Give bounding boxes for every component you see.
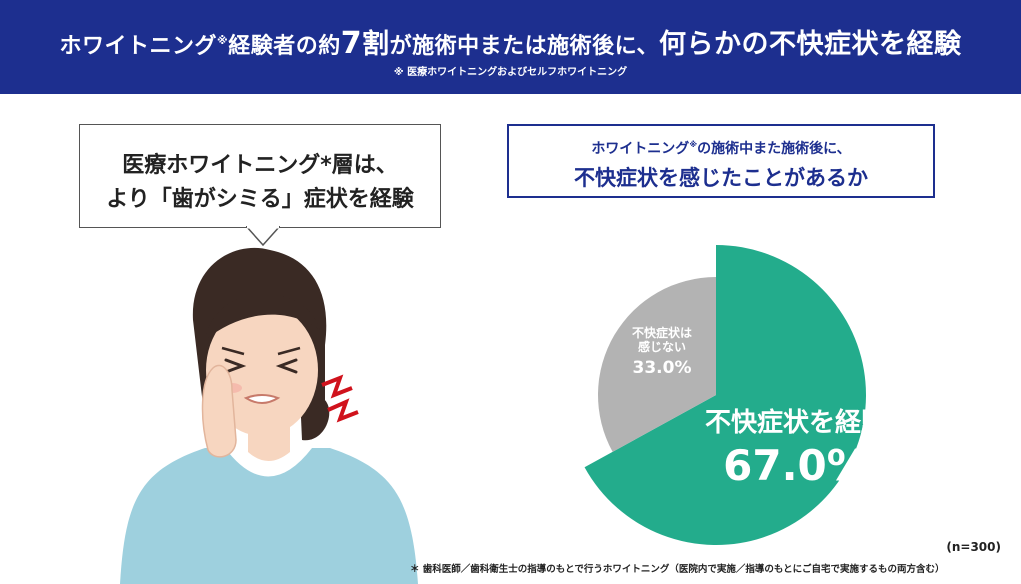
eye-right (275, 358, 298, 374)
banner-title-text: ホワイトニング (59, 34, 218, 59)
speech-bubble-tail (246, 226, 280, 247)
pie-label-text: 感じない (637, 340, 686, 354)
hand (201, 364, 237, 458)
pie-label-text: 不快症状は (631, 326, 692, 340)
banner-title-number: 7 (340, 26, 363, 61)
banner-title: ホワイトニング※経験者の約7割が施術中または施術後に、何らかの不快症状を経験 (0, 22, 1021, 61)
brow-left (221, 346, 245, 356)
pie-slice-no-symptom (598, 277, 716, 452)
brow-right (277, 346, 301, 356)
question-line: ホワイトニング※の施術中また施術後に、 (509, 138, 933, 158)
pie-slice-symptom (584, 245, 866, 545)
pain-zigzag-icon (321, 374, 353, 399)
header-banner: ホワイトニング※経験者の約7割が施術中または施術後に、何らかの不快症状を経験 ※… (0, 0, 1021, 94)
pie-label-value: 67.0% (723, 441, 869, 490)
banner-note: ※ 医療ホワイトニングおよびセルフホワイトニング (393, 67, 628, 78)
pie-label-value: 33.0% (632, 358, 692, 378)
footnote: ＊ 歯科医師／歯科衛生士の指導のもとで行うホワイトニング（医院内で実施／指導のも… (410, 564, 945, 575)
shirt (120, 448, 418, 584)
speech-bubble-line: 医療ホワイトニング*層は、 (122, 153, 398, 178)
pie-label-text: 不快症状を経験 (704, 408, 887, 438)
mouth (243, 394, 281, 404)
question-main: 不快症状を感じたことがあるか (574, 166, 868, 190)
face (206, 304, 318, 436)
banner-title-text: が施術中または施術後に、 (389, 34, 659, 59)
question-text: ホワイトニング (591, 141, 690, 157)
sample-size: (n=300) (946, 540, 1001, 554)
pain-zigzag-icon (327, 398, 359, 423)
banner-title-emphasis: 何らかの不快症状を経験 (658, 29, 962, 60)
eye-left (224, 358, 247, 374)
question-box: ホワイトニング※の施術中また施術後に、 不快症状を感じたことがあるか (507, 124, 935, 198)
pie-label-symptom: 不快症状を経験 67.0% (676, 402, 916, 490)
question-mark: ※ (689, 140, 698, 149)
neckline (225, 448, 312, 477)
banner-title-mark: ※ (217, 34, 229, 47)
banner-title-text: 経験者の約 (228, 34, 341, 59)
banner-title-text: 割 (362, 29, 390, 60)
speech-bubble-line: より「歯がシミる」症状を経験 (106, 187, 414, 212)
bangs (205, 293, 320, 340)
pie-label-no-symptom: 不快症状は 感じない 33.0% (610, 326, 714, 378)
question-text: の施術中また施術後に、 (697, 141, 851, 157)
speech-bubble: 医療ホワイトニング*層は、 より「歯がシミる」症状を経験 (79, 124, 441, 228)
